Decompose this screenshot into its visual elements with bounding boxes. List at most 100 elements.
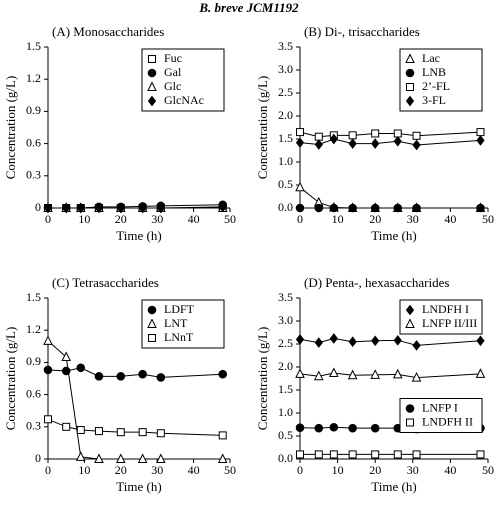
y-tick-label: 2.5 <box>278 85 293 99</box>
marker <box>393 129 402 138</box>
marker <box>370 423 380 433</box>
legend-box <box>399 398 483 433</box>
legend-label: GlcNAc <box>164 93 204 107</box>
panel-title: (A) Monosaccharides <box>52 24 164 39</box>
figure-title: B. breve JCM1192 <box>198 0 299 15</box>
marker <box>116 202 125 214</box>
panel-title: (C) Tetrasaccharides <box>52 275 159 290</box>
marker <box>348 423 357 433</box>
marker <box>295 181 305 192</box>
x-tick-label: 10 <box>78 463 90 477</box>
y-tick-label: 3.5 <box>278 39 293 53</box>
marker <box>62 202 71 214</box>
legend-marker <box>147 318 157 328</box>
legend-marker <box>405 95 415 107</box>
panel-title: (B) Di-, trisaccharides <box>304 24 420 39</box>
marker <box>75 451 86 461</box>
y-axis-label: Concentration (g/L) <box>255 327 270 431</box>
x-tick-label: 50 <box>482 212 494 226</box>
legend-marker <box>406 418 414 427</box>
x-tick-label: 30 <box>407 212 419 226</box>
y-tick-label: 3.5 <box>278 290 293 304</box>
y-tick-label: 0.6 <box>26 386 41 400</box>
marker <box>329 367 339 377</box>
y-tick-label: 1.2 <box>26 322 41 336</box>
x-tick-label: 10 <box>332 463 344 477</box>
marker <box>296 128 304 137</box>
marker <box>138 202 147 214</box>
marker <box>76 426 85 435</box>
marker <box>314 132 323 141</box>
x-tick-label: 50 <box>224 463 236 477</box>
x-tick-label: 0 <box>45 463 51 477</box>
marker <box>392 368 403 379</box>
series-line <box>299 186 481 209</box>
marker <box>295 137 305 148</box>
marker <box>138 428 147 437</box>
marker <box>371 335 380 347</box>
marker <box>393 450 402 459</box>
marker <box>314 203 324 213</box>
y-tick-label: 2.5 <box>278 336 293 350</box>
x-tick-label: 0 <box>297 463 303 477</box>
marker <box>295 423 305 433</box>
y-tick-label: 3.0 <box>278 62 293 76</box>
legend-marker <box>405 53 415 63</box>
marker <box>218 201 227 213</box>
marker <box>348 450 357 459</box>
marker <box>370 369 381 379</box>
y-tick-label: 0.3 <box>26 168 41 182</box>
marker <box>412 139 421 151</box>
legend-label: Lac <box>422 51 440 65</box>
marker <box>116 372 126 381</box>
x-axis-label: Time (h) <box>371 479 416 494</box>
marker <box>412 340 421 351</box>
marker <box>329 203 339 213</box>
marker <box>347 369 358 380</box>
legend-label: LNT <box>164 316 188 330</box>
marker <box>329 422 339 432</box>
marker <box>348 131 357 140</box>
y-tick-label: 0.0 <box>278 451 293 465</box>
marker <box>313 370 324 381</box>
y-tick-label: 0.9 <box>26 354 41 368</box>
marker <box>371 138 380 149</box>
marker <box>393 135 402 147</box>
legend-marker <box>405 404 415 413</box>
x-tick-label: 30 <box>407 463 419 477</box>
legend-label: Gal <box>164 65 182 79</box>
marker <box>348 336 357 348</box>
marker <box>476 203 485 213</box>
x-tick-label: 40 <box>188 463 200 477</box>
marker <box>296 450 304 459</box>
y-tick-label: 0.0 <box>278 200 293 214</box>
legend-marker <box>405 68 415 78</box>
x-tick-label: 40 <box>188 212 200 226</box>
legend-label: Glc <box>164 79 181 93</box>
legend-marker <box>147 95 157 107</box>
x-tick-label: 50 <box>482 463 494 477</box>
marker <box>476 335 485 347</box>
legend-marker <box>147 305 157 315</box>
legend-marker <box>148 334 156 342</box>
y-tick-label: 0.3 <box>26 419 41 433</box>
y-tick-label: 3.0 <box>278 313 293 327</box>
marker <box>314 450 323 459</box>
marker <box>314 423 324 433</box>
marker <box>43 365 53 375</box>
marker <box>476 450 485 459</box>
series-line <box>47 367 223 378</box>
marker <box>156 429 165 438</box>
legend-label: Fuc <box>164 51 182 65</box>
marker <box>218 369 228 379</box>
marker <box>348 138 357 149</box>
marker <box>217 453 228 463</box>
marker <box>115 453 126 463</box>
legend-label: LNDFH II <box>422 414 473 428</box>
series-line <box>299 131 481 138</box>
series-line <box>299 337 481 346</box>
legend-label: LNFP II/III <box>422 316 477 330</box>
series-line <box>47 340 223 460</box>
legend-marker <box>147 81 157 91</box>
legend-label: LDFT <box>164 302 195 316</box>
